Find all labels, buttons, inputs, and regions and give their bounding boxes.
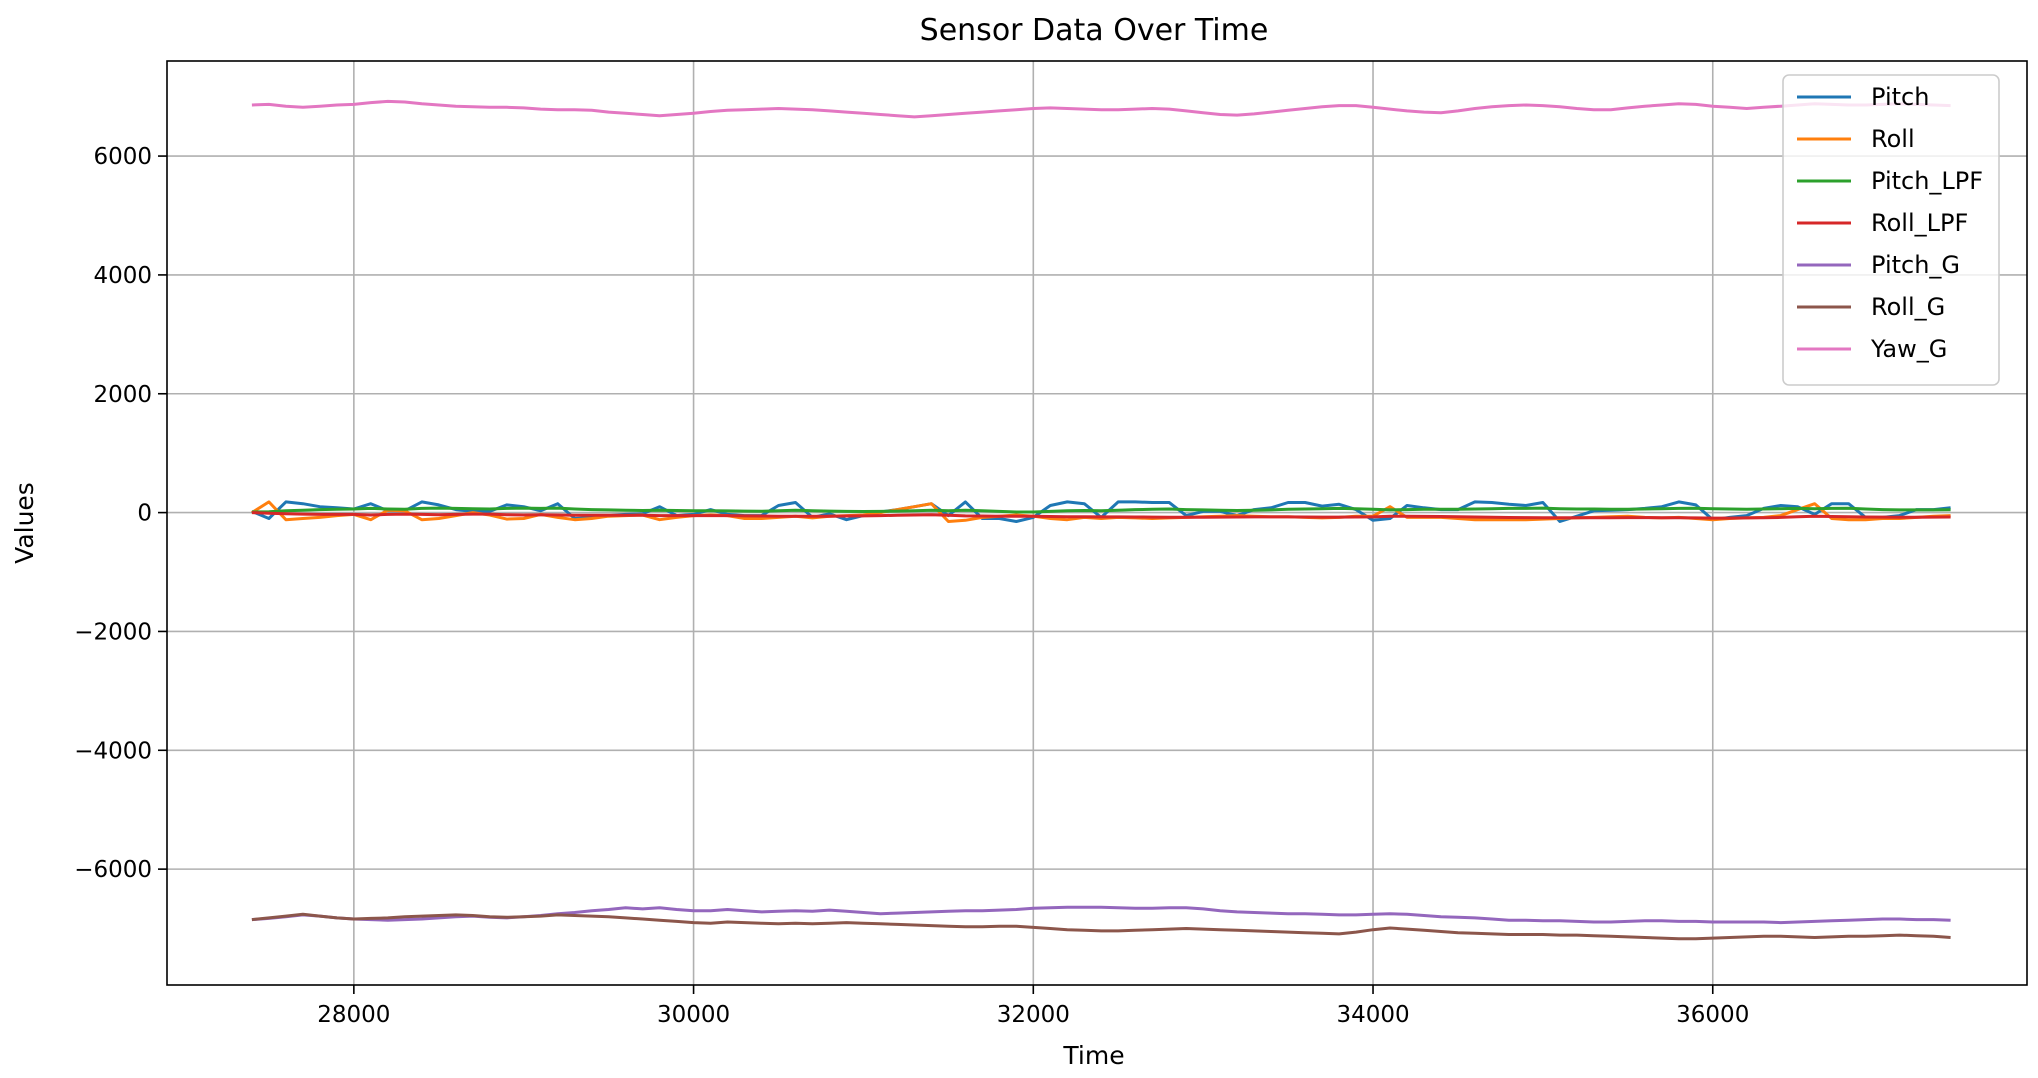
y-axis-title: Values — [10, 482, 39, 564]
legend-label-roll-g: Roll_G — [1871, 293, 1945, 321]
series-line-roll-lpf — [251, 511, 1951, 520]
y-tick-label-4000: 4000 — [93, 263, 152, 289]
legend: Pitch Roll Pitch_LPF Roll_LPF Pitch_G Roll_G Y… — [1782, 74, 2000, 386]
legend-label-pitch-lpf: Pitch_LPF — [1871, 167, 1983, 195]
chart-title: Sensor Data Over Time — [920, 13, 1269, 48]
y-tick-label-2000: −2000 — [74, 619, 152, 645]
legend-label-yaw-g: Yaw_G — [1870, 335, 1947, 363]
legend-label-pitch-g: Pitch_G — [1871, 251, 1960, 279]
axis-ticks: 28000 30000 32000 34000 36000 −6000 −4000 −2000… — [74, 144, 1749, 1028]
y-tick-label-0: 0 — [137, 501, 152, 527]
y-tick-label-6000: 6000 — [93, 144, 152, 170]
series-line-yaw-g — [251, 99, 1951, 119]
legend-label-roll: Roll — [1871, 125, 1915, 153]
x-tick-label-32000: 32000 — [997, 1002, 1070, 1028]
legend-label-roll-lpf: Roll_LPF — [1871, 209, 1968, 237]
x-tick-label-28000: 28000 — [317, 1002, 390, 1028]
x-axis-title: Time — [1062, 1041, 1124, 1070]
x-tick-label-36000: 36000 — [1676, 1002, 1749, 1028]
y-tick-label-2000: 2000 — [93, 382, 152, 408]
series-line-roll-g — [251, 912, 1951, 941]
series-lines — [251, 99, 1951, 941]
x-tick-label-34000: 34000 — [1336, 1002, 1409, 1028]
y-tick-label-4000: −4000 — [74, 738, 152, 764]
legend-label-pitch: Pitch — [1871, 83, 1929, 111]
x-tick-label-30000: 30000 — [657, 1002, 730, 1028]
plot-area-frame — [166, 60, 2028, 986]
y-tick-label-6000: −6000 — [74, 857, 152, 883]
series-line-pitch-lpf — [251, 506, 1951, 514]
